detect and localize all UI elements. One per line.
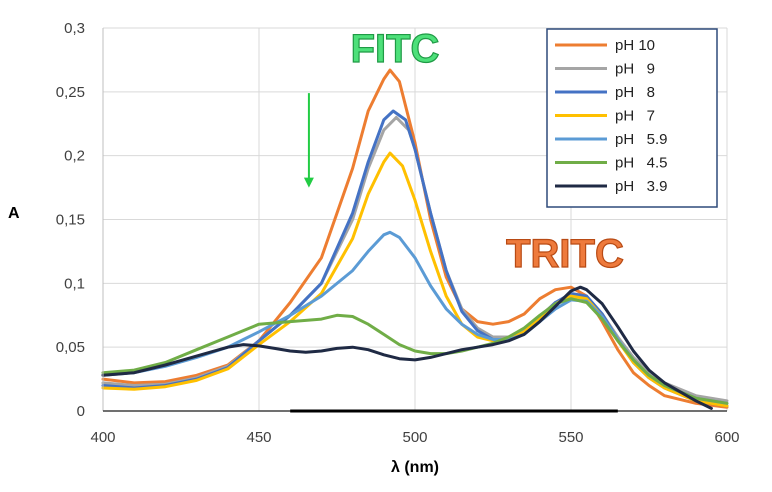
x-tick-label: 600 xyxy=(714,429,739,446)
axis-layer: 0 0,05 0,1 0,15 0,2 0,25 0,3 400 450 500 550 600 Aλ … xyxy=(8,20,740,476)
legend: pH 10 pH 9 pH 8 pH 7 pH 5.9 pH 4.5 pH 3.9 xyxy=(546,28,718,208)
y-tick-label: 0,3 xyxy=(64,20,85,37)
legend-label: pH 5.9 xyxy=(615,131,668,148)
legend-box xyxy=(546,28,718,208)
fitc-label: FITC xyxy=(351,27,440,71)
legend-label: pH 9 xyxy=(615,61,655,78)
legend-label: pH 10 xyxy=(615,37,655,54)
series-layer xyxy=(101,68,729,410)
y-tick-label: 0,1 xyxy=(64,275,85,292)
tritc-label: TRITC xyxy=(506,232,624,276)
x-tick-label: 500 xyxy=(402,429,427,446)
y-tick-label: 0,25 xyxy=(56,84,85,101)
annotation-layer: FITC TRITC xyxy=(303,26,624,277)
arrow-down-icon xyxy=(303,177,314,188)
x-tick-label: 450 xyxy=(246,429,271,446)
y-tick-label: 0 xyxy=(77,403,85,420)
x-axis-title: λ (nm) xyxy=(391,459,439,476)
legend-label: pH 4.5 xyxy=(615,155,668,172)
x-tick-label: 550 xyxy=(558,429,583,446)
y-tick-label: 0,05 xyxy=(56,339,85,356)
legend-label: pH 3.9 xyxy=(615,178,668,195)
legend-label: pH 7 xyxy=(615,108,655,125)
x-tick-label: 400 xyxy=(90,429,115,446)
legend-label: pH 8 xyxy=(615,84,655,101)
y-tick-label: 0,2 xyxy=(64,148,85,165)
y-axis-title: A xyxy=(8,205,20,222)
series-line xyxy=(101,285,713,410)
grid-layer xyxy=(103,27,728,411)
y-tick-label: 0,15 xyxy=(56,212,85,229)
